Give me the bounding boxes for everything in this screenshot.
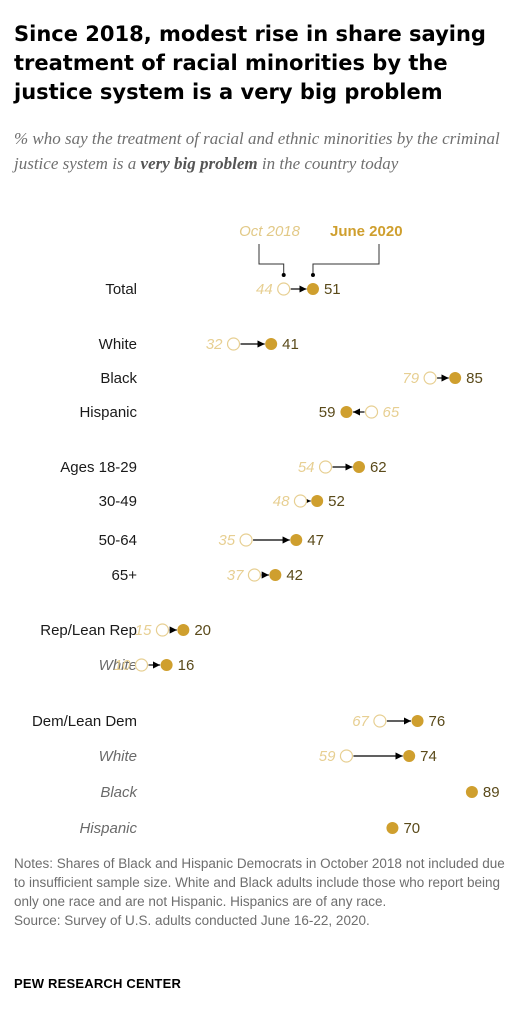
oct-2018-label: 35 xyxy=(218,532,235,549)
row-label: Black xyxy=(100,784,138,801)
oct-2018-label: 67 xyxy=(352,713,369,730)
oct-2018-label: 15 xyxy=(135,622,152,639)
legend-oct-2018: Oct 2018 xyxy=(239,223,301,240)
june-2020-dot xyxy=(340,406,353,418)
june-2020-label: 52 xyxy=(328,493,345,510)
chart-rows: Total 44 51 White 32 41 Black 79 85 Hispanic 65 59 A… xyxy=(32,281,500,837)
oct-2018-label: 48 xyxy=(273,493,290,510)
oct-2018-dot xyxy=(293,494,308,508)
june-2020-dot xyxy=(311,495,324,507)
row-label: 65+ xyxy=(112,567,138,584)
june-2020-dot xyxy=(465,786,478,798)
row-label: Rep/Lean Rep xyxy=(40,622,137,639)
june-2020-label: 20 xyxy=(194,622,211,639)
oct-2018-label: 59 xyxy=(319,748,336,765)
june-2020-label: 89 xyxy=(483,784,500,801)
row-label: 30-49 xyxy=(99,493,137,510)
legend-leader-oct-2018 xyxy=(258,244,285,274)
brand-logo: PEW RESEARCH CENTER xyxy=(14,976,182,991)
subtitle-end: in the country today xyxy=(257,154,399,173)
june-2020-label: 76 xyxy=(429,713,446,730)
legend-june-2020: June 2020 xyxy=(330,223,403,240)
june-2020-label: 59 xyxy=(319,404,336,421)
june-2020-label: 62 xyxy=(370,459,387,476)
chart-subtitle: % who say the treatment of racial and et… xyxy=(14,126,506,176)
june-2020-dot xyxy=(411,715,424,727)
june-2020-dot xyxy=(177,624,190,636)
oct-2018-label: 54 xyxy=(298,459,315,476)
chart-title: Since 2018, modest rise in share saying … xyxy=(14,22,486,104)
row-label: Black xyxy=(100,370,137,387)
oct-2018-label: 37 xyxy=(227,567,244,584)
june-2020-label: 16 xyxy=(178,657,195,674)
row-label: White xyxy=(99,657,137,674)
june-2020-dot xyxy=(352,461,365,473)
legend-leader-dot-june-2020 xyxy=(310,273,315,277)
june-2020-dot xyxy=(306,283,319,295)
row-label: White xyxy=(99,748,137,765)
oct-2018-dot xyxy=(318,460,333,474)
row-label: Ages 18-29 xyxy=(60,459,137,476)
legend-leader-dot-oct-2018 xyxy=(281,273,286,277)
notes-text: Notes: Shares of Black and Hispanic Demo… xyxy=(14,856,505,909)
source-text: Source: Survey of U.S. adults conducted … xyxy=(14,913,370,928)
june-2020-label: 42 xyxy=(286,567,303,584)
june-2020-dot xyxy=(386,822,399,834)
row-label: 50-64 xyxy=(99,532,137,549)
chart-notes: Notes: Shares of Black and Hispanic Demo… xyxy=(14,854,508,930)
row-label: White xyxy=(99,336,137,353)
subtitle-emphasis: very big problem xyxy=(140,154,258,173)
oct-2018-dot xyxy=(277,282,291,296)
oct-2018-dot xyxy=(239,533,253,547)
june-2020-dot xyxy=(403,750,416,762)
oct-2018-dot xyxy=(226,337,241,351)
june-2020-dot xyxy=(160,659,173,671)
june-2020-label: 74 xyxy=(420,748,437,765)
oct-2018-dot xyxy=(155,623,170,637)
june-2020-dot xyxy=(265,338,278,350)
june-2020-dot xyxy=(290,534,303,546)
row-label: Hispanic xyxy=(79,820,137,837)
row-label: Total xyxy=(105,281,137,298)
june-2020-dot xyxy=(449,372,462,384)
legend-leader-june-2020 xyxy=(312,244,380,274)
june-2020-label: 41 xyxy=(282,336,299,353)
oct-2018-label: 79 xyxy=(402,370,419,387)
june-2020-label: 51 xyxy=(324,281,341,298)
oct-2018-dot xyxy=(134,658,149,672)
chart-legend: Oct 2018 June 2020 xyxy=(239,223,403,277)
oct-2018-dot xyxy=(364,405,379,419)
june-2020-dot xyxy=(269,569,282,581)
row-label: Dem/Lean Dem xyxy=(32,713,137,730)
row-label: Hispanic xyxy=(79,404,137,421)
oct-2018-dot xyxy=(247,568,262,582)
oct-2018-dot xyxy=(339,749,354,763)
june-2020-label: 70 xyxy=(403,820,420,837)
june-2020-label: 47 xyxy=(307,532,324,549)
subtitle-text: % who say the treatment of racial and et… xyxy=(14,129,500,173)
oct-2018-dot xyxy=(373,714,387,728)
oct-2018-label: 10 xyxy=(114,657,131,674)
dot-arrow-chart: Oct 2018 June 2020 Total 44 51 White 32 41 Blac… xyxy=(32,223,500,837)
oct-2018-label: 65 xyxy=(383,404,400,421)
june-2020-label: 85 xyxy=(466,370,483,387)
oct-2018-label: 32 xyxy=(206,336,223,353)
oct-2018-dot xyxy=(423,371,437,385)
oct-2018-label: 44 xyxy=(256,281,273,298)
